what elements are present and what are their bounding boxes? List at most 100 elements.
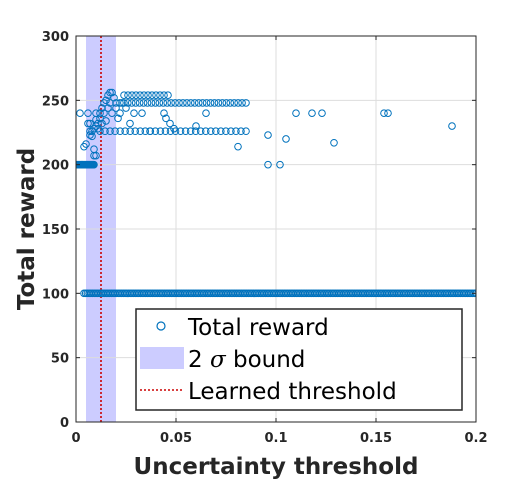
data-point (163, 99, 172, 107)
data-point (76, 109, 84, 117)
data-point (194, 99, 203, 107)
data-point (234, 99, 242, 107)
data-point (106, 99, 114, 107)
data-point (86, 131, 94, 139)
data-point (167, 99, 175, 107)
data-point (181, 127, 190, 136)
legend-box (135, 308, 463, 411)
data-point (152, 91, 160, 99)
data-point (160, 109, 168, 117)
data-point (151, 99, 160, 107)
data-point (264, 160, 272, 169)
data-point (162, 114, 170, 123)
data-point (448, 122, 456, 130)
data-point (187, 99, 195, 107)
legend-marker-sigma-bound (140, 347, 184, 369)
data-point (232, 127, 240, 136)
data-point (124, 91, 132, 99)
data-point (210, 99, 219, 107)
data-point (111, 127, 119, 136)
legend-label-sigma-bound: 2 σ bound (188, 347, 305, 373)
data-point (198, 99, 207, 107)
data-point (211, 127, 220, 136)
data-point (148, 91, 156, 99)
data-point (186, 127, 195, 136)
data-point (179, 99, 187, 107)
data-point (147, 99, 156, 107)
data-point (100, 99, 108, 107)
data-point (101, 127, 109, 136)
x-tick-label: 0.05 (160, 431, 192, 446)
data-point (384, 109, 392, 117)
data-point (126, 127, 135, 136)
data-point (170, 124, 178, 133)
data-point (94, 124, 102, 133)
data-point (222, 99, 231, 107)
data-point (90, 160, 98, 169)
data-point (98, 104, 106, 112)
data-point (161, 127, 170, 136)
data-point (156, 127, 165, 136)
data-point (175, 99, 183, 107)
y-tick-label: 200 (42, 159, 69, 174)
data-point (218, 99, 227, 107)
data-point (118, 99, 126, 107)
data-point (108, 109, 116, 117)
x-axis-label: Uncertainty threshold (134, 454, 419, 480)
data-point (90, 124, 98, 133)
data-point (201, 127, 210, 136)
data-point (237, 127, 245, 136)
data-point (116, 99, 124, 107)
y-tick-label: 250 (42, 94, 69, 109)
data-point (80, 142, 88, 151)
data-point (276, 160, 284, 169)
data-point (127, 99, 136, 107)
data-point (159, 99, 168, 107)
data-point (120, 91, 128, 99)
y-tick-label: 150 (42, 223, 69, 238)
data-point (94, 119, 102, 128)
data-point (318, 109, 326, 117)
data-point (116, 109, 124, 117)
data-point (160, 91, 168, 99)
data-point (330, 138, 338, 147)
data-points (76, 88, 476, 298)
data-point (139, 99, 148, 107)
data-point (124, 99, 132, 107)
x-tick-label: 0.15 (360, 431, 392, 446)
data-point (380, 109, 388, 117)
data-point (100, 109, 108, 117)
data-point (192, 122, 200, 130)
data-point (292, 109, 300, 117)
data-point (206, 99, 215, 107)
data-point (196, 127, 205, 136)
data-point (84, 109, 92, 117)
data-point (84, 119, 92, 128)
data-point (143, 99, 152, 107)
y-axis-label: Total reward (14, 148, 40, 310)
data-point (140, 91, 148, 99)
data-point (131, 127, 140, 136)
data-point (264, 131, 272, 139)
data-point (176, 127, 185, 136)
data-point (242, 99, 250, 107)
data-point (282, 135, 290, 143)
x-tick-label: 0.1 (264, 431, 287, 446)
data-point (130, 109, 138, 117)
data-point (128, 91, 136, 99)
x-tick-label: 0 (71, 431, 80, 446)
data-point (112, 99, 120, 107)
data-point (191, 127, 200, 136)
data-point (126, 119, 134, 128)
data-point (146, 127, 154, 136)
data-point (166, 119, 174, 128)
data-point (108, 88, 116, 97)
data-point (96, 109, 104, 117)
y-tick-label: 100 (42, 287, 69, 302)
data-point (102, 96, 110, 105)
data-point (102, 117, 110, 125)
x-tick-label: 0.2 (464, 431, 487, 446)
data-point (121, 127, 129, 136)
y-tick-label: 300 (42, 30, 69, 45)
